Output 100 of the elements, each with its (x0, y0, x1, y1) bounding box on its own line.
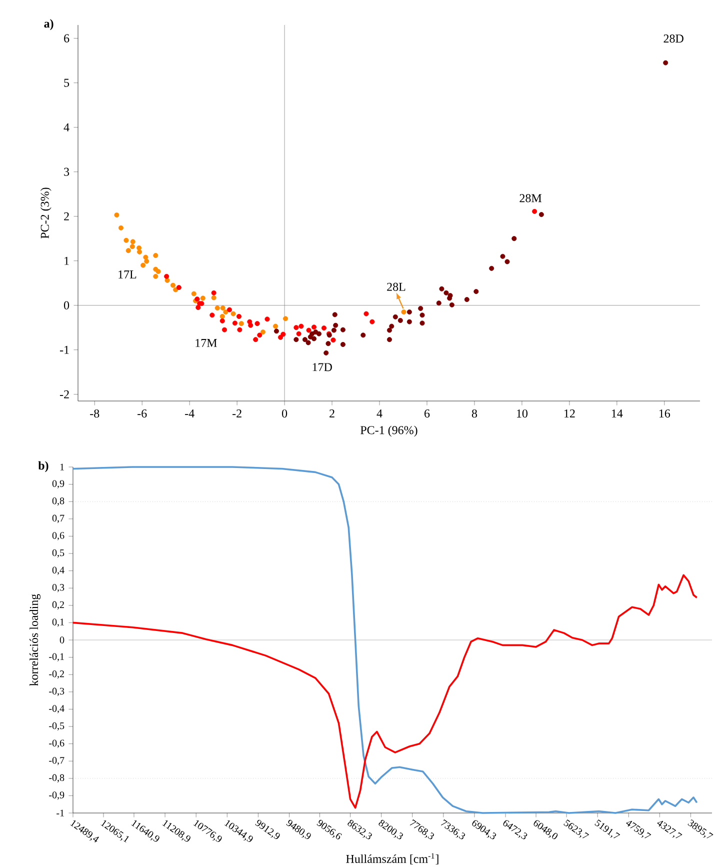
point (340, 327, 346, 332)
point (406, 319, 412, 324)
point (420, 312, 425, 318)
point (332, 312, 338, 318)
annotation: 17M (196, 339, 217, 347)
x-tick-label: 16 (659, 409, 670, 418)
point (331, 328, 336, 333)
point (436, 300, 442, 306)
y-tick-label: -0,2 (49, 670, 64, 679)
y-tick-label: 0,4 (52, 566, 64, 575)
point (340, 342, 346, 347)
y-tick-label: 3 (64, 168, 70, 176)
point (294, 325, 299, 330)
y-tick-label: -1 (60, 346, 69, 354)
point (220, 314, 225, 319)
x-tick-label: -6 (138, 409, 147, 418)
point (418, 306, 424, 311)
point (512, 236, 517, 242)
point (306, 340, 311, 346)
point (316, 331, 322, 336)
point (274, 328, 279, 334)
annotation: 28D (664, 34, 684, 43)
y-tick-label: 1 (64, 256, 69, 265)
point (294, 337, 299, 342)
point (220, 305, 226, 310)
point (298, 324, 304, 329)
x-tick-label: 14 (612, 409, 623, 418)
point (191, 291, 196, 296)
y-tick-label: -0,8 (49, 774, 64, 782)
point (214, 305, 220, 310)
point (474, 289, 479, 294)
point (143, 254, 148, 260)
y-tick-label: 0,7 (52, 514, 64, 523)
y-axis-title: korrelációs loading (30, 594, 40, 686)
point (447, 296, 452, 301)
point (500, 254, 506, 259)
point (310, 331, 315, 336)
y-tick-label: -0,3 (49, 688, 64, 696)
point (370, 319, 375, 324)
x-tick-label: -2 (232, 409, 242, 418)
annotation: 17L (118, 270, 136, 278)
point (324, 350, 329, 356)
point (444, 290, 449, 296)
point (196, 305, 201, 310)
point (118, 225, 124, 230)
point (236, 314, 242, 319)
point (210, 312, 215, 318)
point (260, 330, 266, 335)
point (130, 244, 135, 250)
y-tick-label: 6 (64, 34, 70, 42)
point (124, 238, 129, 243)
y-tick-label: 0,2 (52, 601, 64, 610)
point (278, 334, 284, 340)
point (321, 326, 326, 331)
point (306, 328, 312, 333)
annotation: 17D (312, 363, 332, 372)
x-tick-label: -4 (185, 409, 194, 418)
point (114, 212, 120, 218)
y-tick-label: 0,3 (52, 584, 64, 592)
point (232, 320, 238, 326)
chart-title: a) (44, 19, 54, 30)
point (211, 295, 216, 300)
point (333, 322, 338, 328)
x-axis-title: PC-1 (96%) (360, 426, 418, 437)
point (136, 249, 142, 254)
point (237, 327, 242, 332)
point (420, 320, 425, 326)
y-tick-label: 0,6 (52, 532, 64, 540)
x-tick-label: 10 (517, 409, 528, 418)
point (538, 212, 544, 218)
point (223, 309, 228, 314)
point (464, 297, 470, 302)
point (164, 274, 170, 279)
y-tick-label: -0,6 (49, 740, 64, 748)
point (282, 316, 288, 322)
point (222, 327, 227, 332)
point (389, 324, 394, 329)
point (130, 239, 136, 244)
point (173, 287, 178, 292)
y-tick-label: 0,9 (52, 480, 64, 488)
point (280, 332, 286, 337)
point (406, 309, 412, 314)
line-series (72, 574, 698, 809)
point (153, 252, 158, 258)
point (449, 302, 454, 308)
point (176, 285, 182, 290)
y-tick-label: 2 (64, 212, 69, 220)
point (663, 60, 668, 66)
y-tick-label: 5 (64, 78, 70, 87)
x-tick-label: 6 (424, 409, 430, 418)
point (311, 336, 316, 342)
y-tick-label: -1 (56, 810, 64, 816)
y-tick-label: 4 (64, 123, 70, 132)
y-tick-label: 0 (60, 636, 64, 644)
annotation: 28M (520, 194, 542, 202)
point (311, 324, 316, 330)
y-tick-label: 0,1 (52, 618, 64, 627)
point (226, 307, 232, 312)
y-tick-label: -0,7 (49, 757, 64, 766)
point (136, 245, 142, 250)
